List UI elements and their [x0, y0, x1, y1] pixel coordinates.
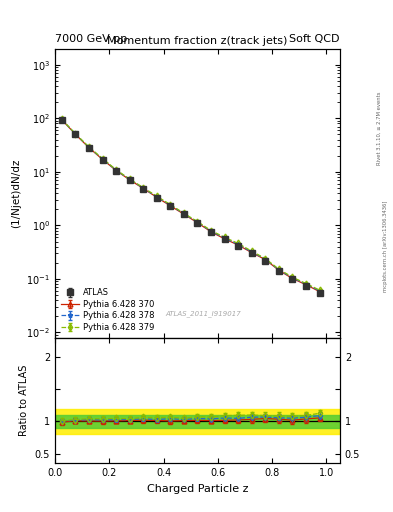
- Y-axis label: (1/Njet)dN/dz: (1/Njet)dN/dz: [11, 159, 21, 228]
- Text: mcplots.cern.ch [arXiv:1306.3436]: mcplots.cern.ch [arXiv:1306.3436]: [383, 200, 387, 291]
- Legend: ATLAS, Pythia 6.428 370, Pythia 6.428 378, Pythia 6.428 379: ATLAS, Pythia 6.428 370, Pythia 6.428 37…: [59, 287, 156, 333]
- Bar: [55, 409, 340, 434]
- Text: Rivet 3.1.10, ≥ 2.7M events: Rivet 3.1.10, ≥ 2.7M events: [377, 91, 382, 165]
- Text: ATLAS_2011_I919017: ATLAS_2011_I919017: [165, 311, 241, 317]
- Text: Soft QCD: Soft QCD: [290, 33, 340, 44]
- Text: 7000 GeV pp: 7000 GeV pp: [55, 33, 127, 44]
- Title: Momentum fraction z(track jets): Momentum fraction z(track jets): [107, 36, 288, 47]
- Bar: [55, 415, 340, 428]
- Y-axis label: Ratio to ATLAS: Ratio to ATLAS: [19, 365, 29, 436]
- X-axis label: Charged Particle z: Charged Particle z: [147, 484, 248, 494]
